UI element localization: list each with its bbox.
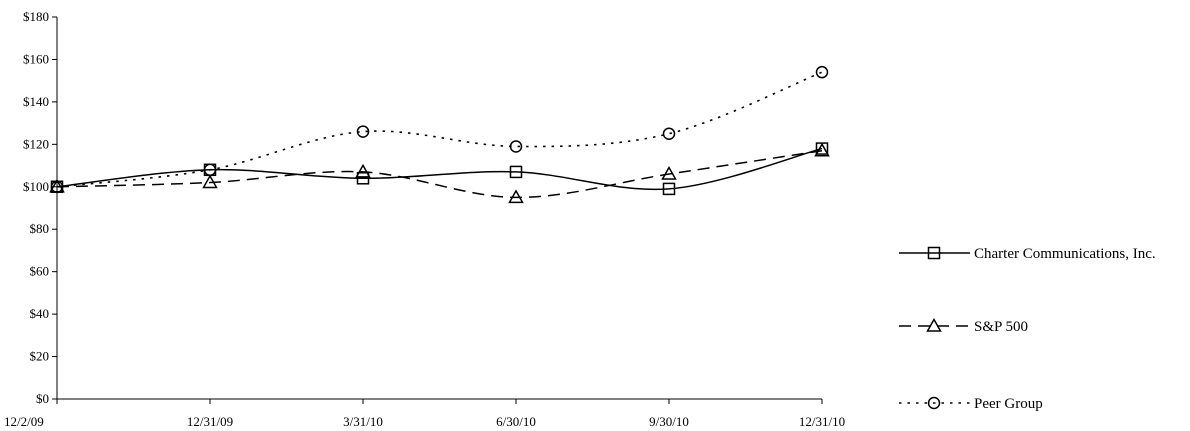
legend-label-2: Peer Group bbox=[974, 396, 1043, 412]
x-tick-label: 9/30/10 bbox=[649, 414, 689, 429]
x-tick-label: 12/2/09 bbox=[4, 414, 44, 429]
series-lines bbox=[56, 71, 823, 199]
data-point-marker-circle bbox=[50, 180, 64, 194]
data-point-marker-triangle bbox=[661, 166, 677, 180]
legend-marker-circle bbox=[927, 396, 941, 410]
legend: Charter Communications, Inc. S&P 500 Peer … bbox=[899, 246, 1156, 412]
x-axis-ticks: 12/2/09 12/31/09 3/31/10 6/30/10 9/30/10 12/3… bbox=[4, 399, 845, 429]
y-tick-label: $60 bbox=[30, 264, 50, 279]
series-line-1 bbox=[56, 149, 823, 199]
y-tick-label: $100 bbox=[23, 179, 49, 194]
y-axis-ticks: $0 $20 $40 $60 $80 $100 $120 $140 $160 $180 bbox=[23, 9, 57, 406]
y-tick-label: $20 bbox=[30, 349, 50, 364]
series-markers bbox=[49, 65, 830, 204]
data-point-marker-triangle bbox=[814, 142, 830, 157]
data-point-marker-circle bbox=[509, 140, 523, 153]
legend-label-1: S&P 500 bbox=[974, 319, 1028, 335]
data-point-marker-square bbox=[356, 172, 370, 185]
y-tick-label: $160 bbox=[23, 51, 49, 66]
axes bbox=[56, 17, 822, 400]
legend-label-0: Charter Communications, Inc. bbox=[974, 246, 1156, 262]
y-tick-label: $180 bbox=[23, 9, 49, 24]
legend-marker-square bbox=[927, 246, 941, 260]
y-tick-label: $40 bbox=[30, 306, 50, 321]
series-line-2 bbox=[56, 71, 823, 188]
data-point-marker-square bbox=[662, 182, 676, 196]
y-tick-label: $0 bbox=[36, 391, 49, 406]
data-point-marker-triangle bbox=[508, 189, 524, 204]
series-line-0 bbox=[56, 147, 823, 191]
legend-marker-triangle bbox=[926, 317, 942, 332]
x-tick-label: 6/30/10 bbox=[496, 414, 536, 429]
y-tick-label: $80 bbox=[30, 221, 50, 236]
x-tick-label: 12/31/10 bbox=[799, 414, 845, 429]
data-point-marker-circle bbox=[815, 65, 829, 79]
data-point-marker-square bbox=[509, 165, 523, 179]
data-point-marker-triangle bbox=[202, 174, 218, 189]
data-point-marker-triangle bbox=[355, 163, 371, 178]
data-point-marker-circle bbox=[203, 163, 217, 177]
x-tick-label: 3/31/10 bbox=[343, 414, 383, 429]
data-point-marker-circle bbox=[356, 125, 370, 138]
y-tick-label: $140 bbox=[23, 94, 49, 109]
x-tick-label: 12/31/09 bbox=[187, 414, 233, 429]
data-point-marker-circle bbox=[662, 127, 676, 140]
y-tick-label: $120 bbox=[23, 136, 49, 151]
